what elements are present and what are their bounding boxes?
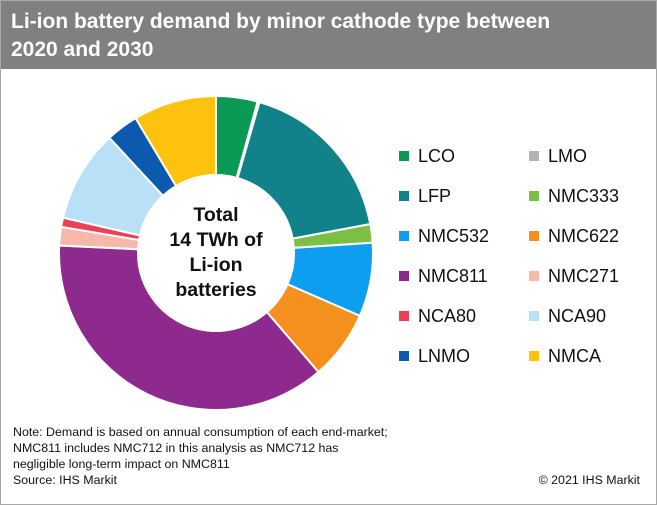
chart-title: Li-ion battery demand by minor cathode t… [11,8,641,64]
legend-swatch [529,191,539,201]
legend-label: NCA90 [548,305,607,326]
source-line: Source: IHS Markit [13,473,117,487]
legend-swatch [529,351,539,361]
legend-label: NMCA [548,345,601,366]
legend-label: NCA80 [418,305,477,326]
legend-item-nmc271: NMC271 [529,264,619,288]
legend-item-lco: LCO [399,144,455,168]
slice-nmca [134,94,217,188]
legend-item-lmo: LMO [529,144,587,168]
legend-label: LNMO [418,345,471,366]
legend-item-nmc811: NMC811 [399,264,488,288]
legend-swatch [529,311,539,321]
legend-label: LFP [418,185,452,206]
donut-slices [58,94,374,411]
title-bar: Li-ion battery demand by minor cathode t… [1,1,656,69]
slice-lfp [236,100,372,240]
legend-swatch [529,271,539,281]
donut-chart: Total 14 TWh of Li-ion batteries [58,94,374,411]
chart-title-line-2: 2020 and 2030 [11,38,154,61]
center-label-line-2: 14 TWh of [169,229,263,251]
legend-label: LMO [548,145,588,166]
legend-label: LCO [418,145,456,166]
legend-item-nmc333: NMC333 [529,184,619,208]
legend-swatch [399,271,409,281]
legend-swatch [529,151,539,161]
legend-swatch [399,311,409,321]
legend-item-lfp: LFP [399,184,451,208]
center-label-line-4: batteries [175,279,256,301]
legend-label: NMC333 [548,185,620,206]
legend-label: NMC271 [548,265,620,286]
center-label-line-3: Li-ion [189,254,242,276]
chart-title-line-1: Li-ion battery demand by minor cathode t… [11,10,551,33]
legend-item-nca90: NCA90 [529,304,606,328]
center-label-line-1: Total [193,204,238,226]
chart-notes: Note: Demand is based on annual consumpt… [13,424,533,488]
legend-swatch [399,231,409,241]
slice-nmc811 [58,244,320,411]
legend-item-lnmo: LNMO [399,344,470,368]
legend-label: NMC811 [418,265,488,286]
legend-item-nca80: NCA80 [399,304,476,328]
legend-item-nmc622: NMC622 [529,224,619,248]
legend-swatch [399,191,409,201]
copyright: © 2021 IHS Markit [538,473,640,487]
note-line-1: Note: Demand is based on annual consumpt… [13,425,388,439]
legend-swatch [529,231,539,241]
legend-label: NMC532 [418,225,490,246]
legend-item-nmc532: NMC532 [399,224,489,248]
legend-item-nmca: NMCA [529,344,601,368]
legend-swatch [399,351,409,361]
note-line-2: NMC811 includes NMC712 in this analysis … [13,441,339,455]
legend-swatch [399,151,409,161]
legend-label: NMC622 [548,225,620,246]
note-line-3: negligible long-term impact on NMC811 [13,457,230,471]
